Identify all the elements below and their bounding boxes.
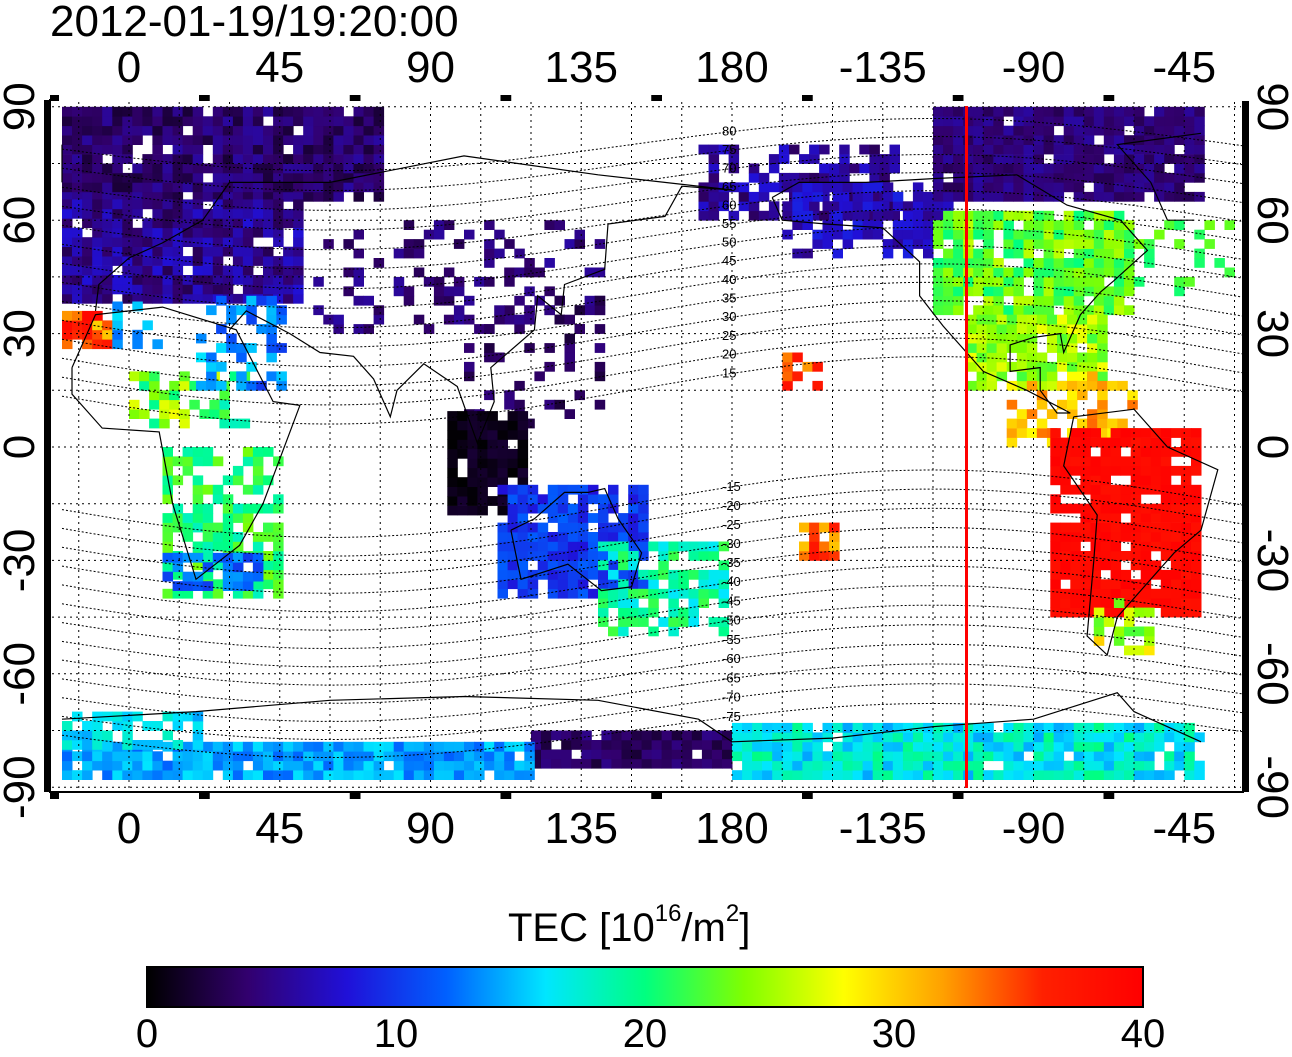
lon-tick-label-bottom: 135 <box>545 804 618 853</box>
colorbar-tick-label: 40 <box>1120 1012 1166 1056</box>
bottom-longitude-ticks: 0 45 90 135 180 -135 -90 -45 <box>117 804 1216 853</box>
mlat-label: -15 <box>722 479 741 494</box>
colorbar <box>146 966 1144 1008</box>
axis-bars <box>44 95 1255 799</box>
lat-tick-label-left: 90 <box>0 82 44 131</box>
tec-map: 80 75 70 65 60 55 50 45 40 35 30 25 20 15 -15 -20 -25 -30… <box>0 43 1292 853</box>
lat-tick-label-left: 60 <box>0 196 44 245</box>
magnetic-latitude-contours <box>61 117 1243 759</box>
mlat-label: 25 <box>722 328 736 343</box>
mlat-label: -45 <box>722 593 741 608</box>
mlat-label: -35 <box>722 555 741 570</box>
mlat-label: -70 <box>722 690 741 705</box>
mlat-label: 70 <box>722 160 736 175</box>
mlat-label: 35 <box>722 290 736 305</box>
lon-tick-label-top: 135 <box>545 43 618 92</box>
mlat-label: -75 <box>722 709 741 724</box>
mlat-label: -55 <box>722 632 741 647</box>
tec-data-layer <box>62 106 1235 780</box>
map-title: 2012-01-19/19:20:00 <box>50 0 459 46</box>
lon-tick-label-bottom: 45 <box>255 804 304 853</box>
lat-tick-label-left: -90 <box>0 755 44 819</box>
top-longitude-ticks: 0 45 90 135 180 -135 -90 -45 <box>117 43 1216 92</box>
mlat-label: -65 <box>722 670 741 685</box>
lon-tick-label-top: -135 <box>839 43 927 92</box>
mlat-label: 80 <box>722 124 736 139</box>
mlat-label: 55 <box>722 216 736 231</box>
lat-tick-label-left: -60 <box>0 642 44 706</box>
lat-tick-label-right: -60 <box>1248 642 1292 706</box>
mlat-label: 45 <box>722 253 736 268</box>
mlat-label: 50 <box>722 235 736 250</box>
lon-tick-label-bottom: 180 <box>695 804 768 853</box>
lat-tick-label-left: -30 <box>0 529 44 593</box>
lon-tick-label-top: 45 <box>255 43 304 92</box>
mlat-label: 20 <box>722 347 736 362</box>
mlat-label: -30 <box>722 536 741 551</box>
mlat-label: 75 <box>722 142 736 157</box>
lon-tick-label-top: 180 <box>695 43 768 92</box>
right-latitude-ticks: 90 60 30 0 -30 -60 -90 <box>1248 82 1292 819</box>
lat-tick-label-right: -30 <box>1248 529 1292 593</box>
grid-lines <box>52 102 1241 790</box>
lat-tick-label-right: 60 <box>1248 196 1292 245</box>
colorbar-tick-label: 0 <box>135 1012 159 1056</box>
lon-tick-label-top: 0 <box>117 43 141 92</box>
mlat-label: -20 <box>722 498 741 513</box>
mlat-label: 65 <box>722 179 736 194</box>
lat-tick-label-right: 30 <box>1248 309 1292 358</box>
colorbar-title: TEC [1016/m2] <box>508 900 751 951</box>
lon-tick-label-top: 90 <box>406 43 455 92</box>
lat-tick-label-left: 0 <box>0 435 44 459</box>
lon-tick-label-top: -45 <box>1152 43 1216 92</box>
mlat-label: -25 <box>722 517 741 532</box>
lon-tick-label-bottom: 90 <box>406 804 455 853</box>
lat-tick-label-right: 90 <box>1248 82 1292 131</box>
lat-tick-label-right: -90 <box>1248 755 1292 819</box>
mlat-label: -60 <box>722 651 741 666</box>
mlat-label: 15 <box>722 365 736 380</box>
colorbar-tick-label: 30 <box>871 1012 917 1056</box>
lon-tick-label-bottom: 0 <box>117 804 141 853</box>
left-latitude-ticks: 90 60 30 0 -30 -60 -90 <box>0 82 44 819</box>
lon-tick-label-top: -90 <box>1002 43 1066 92</box>
mlat-label: -50 <box>722 613 741 628</box>
lat-tick-label-right: 0 <box>1248 435 1292 459</box>
coastlines <box>62 132 1219 742</box>
lon-tick-label-bottom: -135 <box>839 804 927 853</box>
mlat-label: -40 <box>722 574 741 589</box>
magnetic-latitude-labels: 80 75 70 65 60 55 50 45 40 35 30 25 20 15 -15 -20 -25 -30… <box>722 124 741 724</box>
colorbar-tick-label: 20 <box>622 1012 668 1056</box>
colorbar-tick-label: 10 <box>373 1012 419 1056</box>
lon-tick-label-bottom: -45 <box>1152 804 1216 853</box>
mlat-label: 60 <box>722 197 736 212</box>
mlat-label: 40 <box>722 272 736 287</box>
lat-tick-label-left: 30 <box>0 309 44 358</box>
lon-tick-label-bottom: -90 <box>1002 804 1066 853</box>
mlat-label: 30 <box>722 309 736 324</box>
